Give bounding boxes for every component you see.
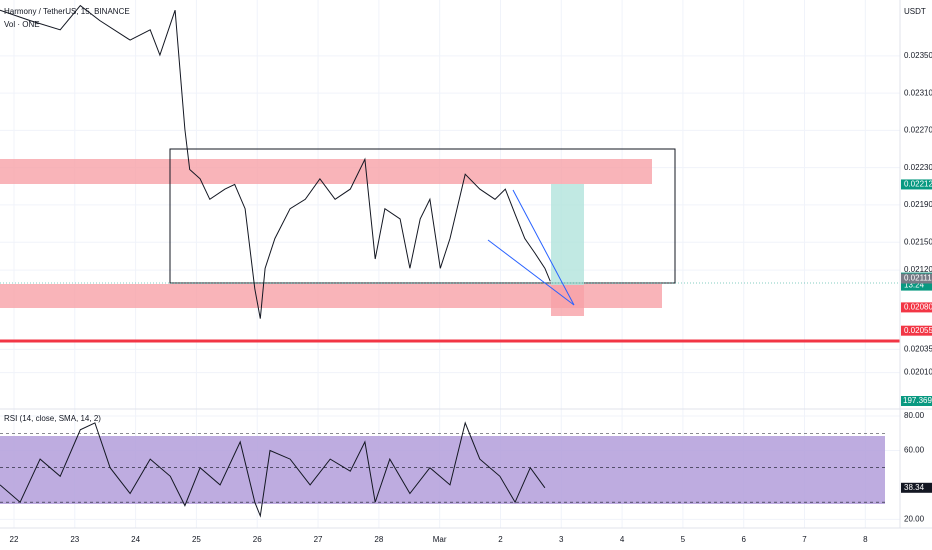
x-tick-label: 8 bbox=[863, 535, 868, 544]
price-label-box bbox=[901, 325, 932, 336]
y-tick-label: 20.00 bbox=[904, 514, 925, 523]
y-tick-label: 0.02190 bbox=[904, 200, 932, 209]
trendline bbox=[512, 189, 575, 306]
rsi-label: 38.34 bbox=[904, 483, 925, 492]
price-label-box bbox=[901, 179, 932, 190]
y-tick-label: 0.02035 bbox=[904, 344, 932, 353]
y-tick-label: 0.02310 bbox=[904, 88, 932, 97]
chart-title: Harmony / TetherUS, 15, BINANCE bbox=[4, 7, 130, 16]
x-tick-label: 5 bbox=[681, 535, 686, 544]
x-tick-label: 3 bbox=[559, 535, 564, 544]
y-tick-label: 0.02270 bbox=[904, 126, 932, 135]
x-tick-label: 6 bbox=[741, 535, 746, 544]
rsi-title: RSI (14, close, SMA, 14, 2) bbox=[4, 414, 101, 423]
y-tick-label: 0.02150 bbox=[904, 237, 932, 246]
rsi-line bbox=[0, 421, 546, 518]
volume-label-box bbox=[901, 396, 932, 406]
price-line bbox=[0, 4, 551, 319]
resistance-zone bbox=[0, 159, 652, 184]
y-tick-label: 0.02120 bbox=[904, 265, 932, 274]
y-tick-label: 60.00 bbox=[904, 446, 925, 455]
price-label-box bbox=[901, 302, 932, 313]
x-tick-label: 24 bbox=[131, 535, 140, 544]
x-tick-label: 26 bbox=[253, 535, 262, 544]
x-tick-label: 25 bbox=[192, 535, 201, 544]
price-label-time: 13:24 bbox=[904, 281, 925, 290]
rsi-label-box bbox=[901, 482, 932, 493]
x-tick-label: 4 bbox=[620, 535, 625, 544]
x-tick-label: 7 bbox=[802, 535, 807, 544]
range-box bbox=[169, 148, 676, 284]
x-tick-label: 27 bbox=[314, 535, 323, 544]
trendline bbox=[487, 239, 575, 306]
price-label: 0.02111 bbox=[904, 274, 932, 283]
x-tick-label: 23 bbox=[70, 535, 79, 544]
price-label: 0.02055 bbox=[904, 326, 932, 335]
price-label: 0.02080 bbox=[904, 303, 932, 312]
price-label-box bbox=[901, 273, 932, 284]
currency: USDT bbox=[904, 7, 926, 16]
y-tick-label: 0.02350 bbox=[904, 51, 932, 60]
volume-label: 197.369K bbox=[903, 396, 932, 405]
x-tick-label: 2 bbox=[498, 535, 503, 544]
price-label: 0.02212 bbox=[904, 180, 932, 189]
x-tick-label: 22 bbox=[10, 535, 19, 544]
volume-title: Vol · ONE bbox=[4, 20, 40, 29]
rsi-band bbox=[0, 436, 885, 504]
long-target bbox=[551, 184, 584, 285]
y-tick-label: 0.02230 bbox=[904, 163, 932, 172]
y-tick-label: 0.02010 bbox=[904, 368, 932, 377]
x-tick-label: 28 bbox=[374, 535, 383, 544]
x-tick-label: Mar bbox=[433, 535, 447, 544]
y-tick-label: 80.00 bbox=[904, 411, 925, 420]
